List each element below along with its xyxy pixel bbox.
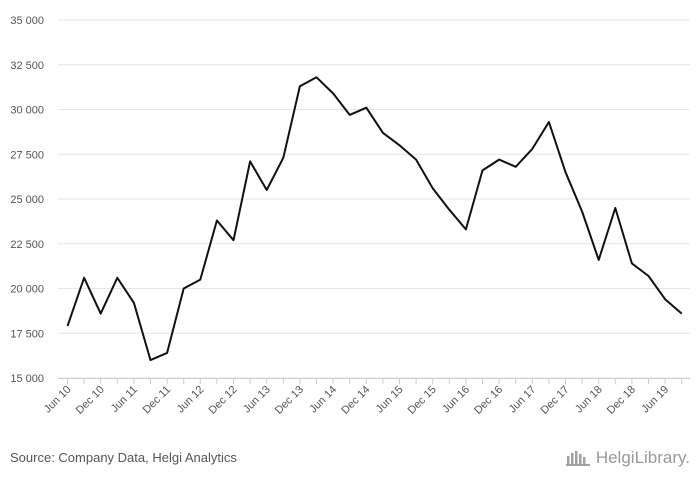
y-tick-label: 25 000 <box>10 194 44 206</box>
y-axis: 15 000 17 500 20 000 22 500 25 000 27 500 30 0… <box>10 15 44 385</box>
x-tick-label: Dec 13 <box>273 384 306 417</box>
x-tick-label: Jun 14 <box>307 384 339 416</box>
x-tick-label: Dec 12 <box>206 384 239 417</box>
x-tick-label: Jun 13 <box>241 384 273 416</box>
data-point <box>149 358 153 362</box>
data-point <box>198 278 202 282</box>
x-tick-label: Dec 10 <box>74 384 107 417</box>
line-chart: 15 000 17 500 20 000 22 500 25 000 27 500 30 0… <box>10 15 690 417</box>
data-point <box>165 351 169 355</box>
data-point <box>547 120 551 124</box>
x-tick-label: Jun 11 <box>109 384 140 415</box>
data-point <box>514 165 518 169</box>
data-point <box>348 113 352 117</box>
data-point <box>613 206 617 210</box>
y-tick-label: 20 000 <box>10 284 44 296</box>
data-point <box>99 312 103 316</box>
x-tick-label: Jun 19 <box>639 384 671 416</box>
data-point <box>66 324 70 328</box>
data-point <box>580 210 584 214</box>
y-tick-label: 17 500 <box>10 328 44 340</box>
y-tick-label: 35 000 <box>10 15 44 27</box>
data-point <box>364 106 368 110</box>
y-tick-label: 27 500 <box>10 149 44 161</box>
data-point <box>248 159 252 163</box>
y-tick-label: 15 000 <box>10 373 44 385</box>
x-tick-label: Jun 18 <box>573 384 605 416</box>
x-tick-label: Jun 17 <box>507 384 539 416</box>
x-tick-label: Dec 16 <box>472 384 505 417</box>
data-point <box>530 147 534 151</box>
data-point <box>630 261 634 265</box>
data-point <box>381 131 385 135</box>
data-point <box>414 158 418 162</box>
x-tick-label: Jun 15 <box>374 384 406 416</box>
data-point <box>680 312 684 316</box>
data-point <box>647 274 651 278</box>
data-point <box>431 186 435 190</box>
data-point <box>497 158 501 162</box>
data-point <box>215 218 219 222</box>
data-point <box>182 287 186 291</box>
data-point <box>82 276 86 280</box>
source-note: Source: Company Data, Helgi Analytics <box>10 450 237 465</box>
x-tick-label: Jun 16 <box>440 384 472 416</box>
grid-lines <box>58 19 690 379</box>
x-tick-label: Jun 12 <box>175 384 207 416</box>
data-point <box>481 168 485 172</box>
data-points <box>66 75 684 362</box>
data-point <box>298 84 302 88</box>
x-tick-label: Dec 15 <box>406 384 439 417</box>
library-icon <box>565 451 590 466</box>
data-point <box>265 188 269 192</box>
data-point <box>315 75 319 79</box>
data-point <box>281 156 285 160</box>
series-line <box>66 76 683 362</box>
data-point <box>232 238 236 242</box>
x-axis: Jun 10 Dec 10 Jun 11 Dec 11 Jun 12 Dec 12 Jun … <box>42 378 690 417</box>
data-point <box>564 170 568 174</box>
data-point <box>663 297 667 301</box>
x-tick-label: Dec 11 <box>141 384 174 417</box>
helgi-library-logo[interactable]: HelgiLibrary. <box>565 448 690 468</box>
data-point <box>331 91 335 95</box>
data-point <box>115 276 119 280</box>
data-point <box>132 301 136 305</box>
x-tick-label: Dec 17 <box>538 384 571 417</box>
data-point <box>398 143 402 147</box>
y-tick-label: 30 000 <box>10 105 44 117</box>
y-tick-label: 22 500 <box>10 239 44 251</box>
x-tick-label: Dec 18 <box>605 384 638 417</box>
x-tick-label: Dec 14 <box>339 384 372 417</box>
x-tick-label: Jun 10 <box>42 384 74 416</box>
logo-text: HelgiLibrary. <box>595 448 690 467</box>
y-tick-label: 32 500 <box>10 60 44 72</box>
data-point <box>597 258 601 262</box>
data-point <box>447 208 451 212</box>
data-point <box>464 227 468 231</box>
